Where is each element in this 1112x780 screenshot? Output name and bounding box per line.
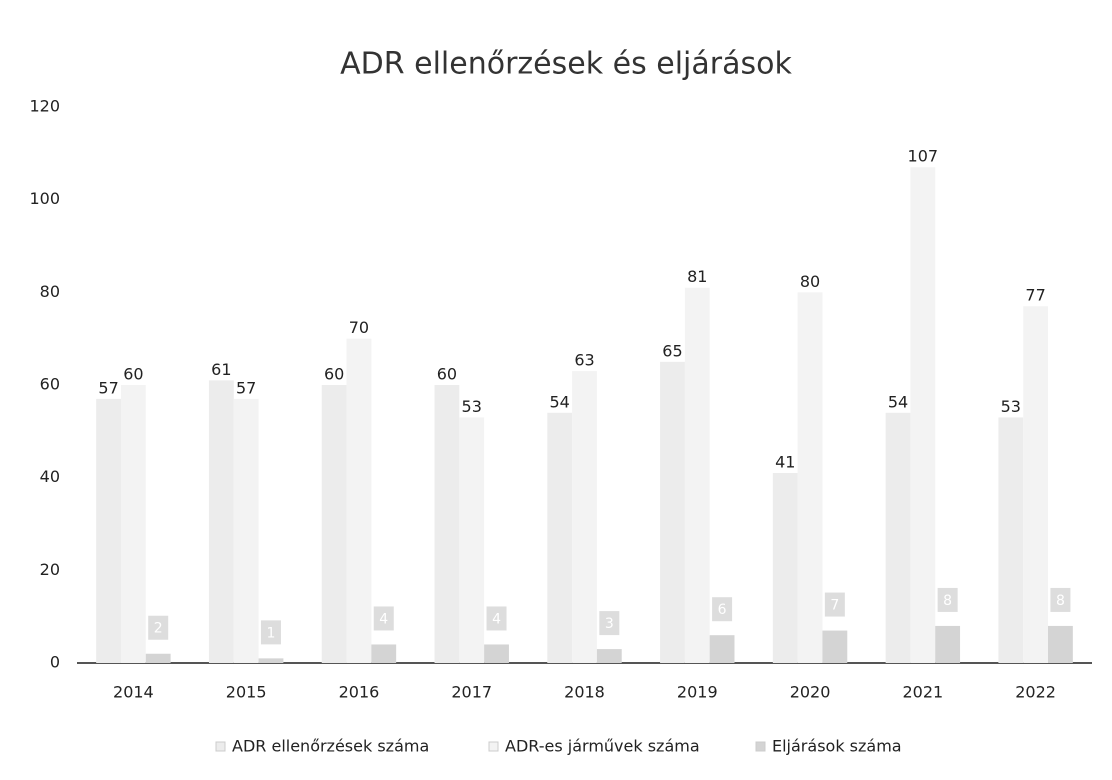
bar	[660, 361, 685, 663]
legend-label: ADR ellenőrzések száma	[232, 737, 429, 756]
bar	[258, 658, 284, 663]
y-tick-label: 120	[29, 97, 60, 116]
data-label: 70	[349, 318, 369, 337]
data-label: 2	[154, 621, 163, 637]
bar	[459, 417, 485, 663]
bar	[208, 380, 234, 663]
data-label: 7	[830, 598, 839, 614]
data-label: 4	[379, 611, 388, 627]
data-label-box	[712, 597, 733, 622]
data-label: 57	[98, 378, 118, 397]
data-label: 81	[687, 267, 707, 286]
bar	[120, 385, 146, 663]
data-label: 80	[800, 272, 820, 291]
x-tick-label: 2021	[902, 683, 943, 702]
bar	[1023, 306, 1049, 663]
data-label: 65	[662, 341, 682, 360]
bar	[96, 398, 121, 663]
legend-swatch	[755, 741, 766, 752]
x-tick-label: 2022	[1015, 683, 1056, 702]
data-label: 60	[123, 365, 143, 384]
data-label-box	[824, 592, 845, 617]
legend-swatch	[215, 741, 226, 752]
data-label: 3	[605, 616, 614, 632]
bar	[484, 644, 509, 663]
data-label: 61	[211, 360, 231, 379]
bar	[797, 292, 823, 663]
bar	[145, 653, 171, 663]
data-label: 1	[267, 625, 276, 641]
data-label: 53	[462, 397, 482, 416]
bar	[1048, 625, 1073, 663]
legend-label: Eljárások száma	[772, 737, 902, 756]
data-label: 8	[943, 593, 952, 609]
bar	[371, 644, 397, 663]
data-label-box	[937, 587, 958, 612]
bar	[434, 385, 460, 663]
data-label-box	[373, 606, 394, 631]
bar	[346, 338, 372, 663]
y-tick-label: 40	[40, 467, 60, 486]
data-label: 6	[718, 602, 727, 618]
x-tick-label: 2018	[564, 683, 605, 702]
data-label-box	[486, 606, 507, 631]
data-label: 60	[324, 365, 344, 384]
x-tick-label: 2017	[451, 683, 492, 702]
bar	[709, 635, 735, 663]
data-label: 41	[775, 453, 795, 472]
legend-label: ADR-es járművek száma	[505, 737, 700, 756]
y-tick-label: 20	[40, 560, 60, 579]
y-tick-label: 60	[40, 375, 60, 394]
bar	[321, 385, 347, 663]
bar	[910, 167, 936, 663]
y-tick-label: 100	[29, 189, 60, 208]
data-label: 77	[1025, 286, 1045, 305]
x-tick-label: 2019	[677, 683, 718, 702]
data-label: 63	[574, 351, 594, 370]
y-tick-label: 80	[40, 282, 60, 301]
data-label-box	[599, 611, 620, 636]
bar	[772, 473, 798, 663]
data-label: 4	[492, 611, 501, 627]
bar	[233, 398, 259, 663]
x-tick-label: 2020	[790, 683, 831, 702]
bar	[596, 649, 622, 663]
data-label-box	[1050, 587, 1071, 612]
data-label: 54	[888, 392, 908, 411]
legend-swatch	[488, 741, 499, 752]
data-label-box	[148, 615, 169, 640]
bar	[572, 371, 597, 663]
data-label: 57	[236, 378, 256, 397]
data-label-box	[260, 620, 281, 645]
bar	[822, 630, 848, 663]
data-label: 60	[437, 365, 457, 384]
data-label: 8	[1056, 593, 1065, 609]
y-tick-label: 0	[50, 653, 60, 672]
data-label: 53	[1001, 397, 1021, 416]
chart-title: ADR ellenőrzések és eljárások	[340, 47, 792, 82]
bar	[998, 417, 1024, 663]
x-tick-label: 2015	[226, 683, 267, 702]
data-label: 54	[550, 392, 570, 411]
data-label: 107	[908, 147, 939, 166]
bar	[935, 625, 961, 663]
x-tick-label: 2016	[339, 683, 380, 702]
x-tick-label: 2014	[113, 683, 154, 702]
bar	[885, 412, 911, 663]
bar	[547, 412, 573, 663]
bar	[684, 287, 710, 663]
